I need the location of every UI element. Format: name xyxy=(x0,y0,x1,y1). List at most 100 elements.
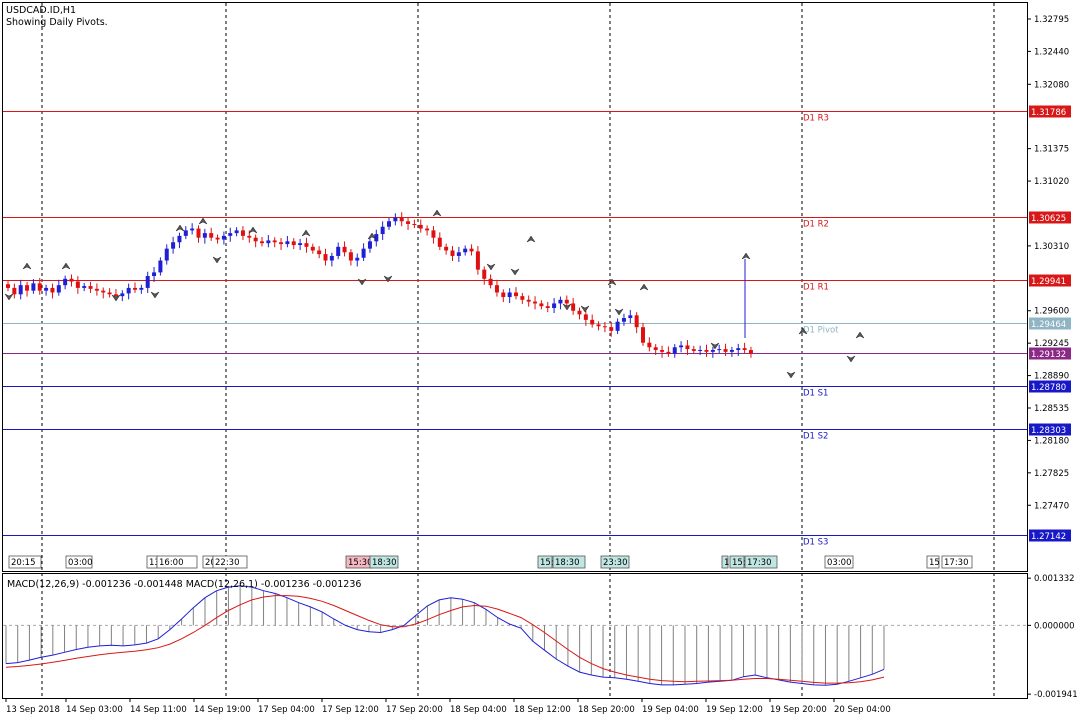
fractal-up-icon xyxy=(61,262,71,270)
candle-body xyxy=(412,223,417,225)
candle-body xyxy=(520,296,525,300)
time-tag xyxy=(824,555,854,569)
candle-body xyxy=(501,292,506,298)
pivot-subtitle: Showing Daily Pivots. xyxy=(6,17,108,28)
candle-body xyxy=(323,254,328,261)
candle-body xyxy=(552,303,557,309)
candle-body xyxy=(717,349,722,351)
macd-tick-label: 0.000000 xyxy=(1034,621,1075,631)
symbol-title: USDCAD.ID,H1 xyxy=(6,5,76,16)
price-tick-label: 1.31020 xyxy=(1034,177,1069,187)
candle-body xyxy=(75,281,80,288)
candle-body xyxy=(234,230,239,234)
price-panel-frame xyxy=(2,2,1028,572)
time-tag-label: 20:15 xyxy=(11,558,36,568)
time-tick-label: 13 Sep 2018 xyxy=(6,705,60,715)
candle-body xyxy=(367,241,372,249)
level-tag xyxy=(1029,423,1071,436)
candle-body xyxy=(56,285,61,293)
fractal-up-icon xyxy=(639,283,649,291)
time-tag-label: 03:00 xyxy=(68,558,93,568)
candle-body xyxy=(621,318,626,322)
fractal-up-icon xyxy=(22,262,32,270)
candle-body xyxy=(266,240,271,244)
candle-body xyxy=(279,242,284,245)
candle-body xyxy=(602,326,607,328)
price-tick-label: 1.28535 xyxy=(1034,404,1069,414)
level-label: D1 R2 xyxy=(803,220,829,230)
time-tags: 20:15 03:00 13:16:00 20:22:30 15:30 18:30 15: 1… xyxy=(8,555,973,569)
candle-body xyxy=(6,284,10,288)
time-tag-label: 1 xyxy=(724,558,729,568)
candle-body xyxy=(12,287,17,295)
time-tag xyxy=(212,555,248,569)
candle-body xyxy=(133,287,137,290)
candle-body xyxy=(691,349,696,351)
candle-body xyxy=(260,241,264,244)
candle-body xyxy=(380,226,385,235)
time-tag-label: 22:30 xyxy=(215,558,240,568)
candle-body xyxy=(641,327,645,343)
candle-body xyxy=(444,246,449,251)
candle-body xyxy=(437,237,442,247)
candle-body xyxy=(31,283,36,291)
candle-body xyxy=(463,248,468,253)
time-tick-label: 19 Sep 20:00 xyxy=(770,705,827,715)
candle-body xyxy=(158,260,163,273)
macd-tick-label: 0.001332 xyxy=(1034,574,1075,584)
level-label: D1 S3 xyxy=(803,538,828,548)
candle-body xyxy=(494,285,499,293)
candlesticks xyxy=(6,212,753,358)
candle-body xyxy=(329,255,334,261)
candle-body xyxy=(25,285,30,291)
time-tag xyxy=(941,555,973,569)
fractal-up-icon xyxy=(248,226,258,234)
candle-body xyxy=(634,315,639,328)
level-tag xyxy=(1029,529,1071,542)
fractal-up-icon xyxy=(798,327,808,335)
candle-body xyxy=(342,246,347,253)
candle-body xyxy=(202,233,207,238)
candle-body xyxy=(571,303,576,311)
candle-body xyxy=(361,248,366,258)
candle-body xyxy=(685,345,690,350)
time-tick-label: 17 Sep 20:00 xyxy=(386,705,443,715)
candle-body xyxy=(285,241,290,245)
price-tick-label: 1.31375 xyxy=(1034,145,1069,155)
fractal-up-icon xyxy=(367,232,377,240)
candle-body xyxy=(425,228,430,231)
time-tag-label: 03:00 xyxy=(827,558,852,568)
fractal-up-icon xyxy=(175,224,185,232)
time-tick-label: 18 Sep 04:00 xyxy=(450,705,507,715)
candle-body xyxy=(723,349,728,352)
time-tag xyxy=(65,555,93,569)
time-tag xyxy=(926,555,940,569)
candle-body xyxy=(399,217,404,222)
time-tag-label: 18:30 xyxy=(555,558,580,568)
candle-body xyxy=(221,235,226,240)
time-tick-label: 14 Sep 11:00 xyxy=(130,705,187,715)
level-tag-value: 1.30625 xyxy=(1031,214,1066,224)
candle-body xyxy=(729,350,734,352)
candle-body xyxy=(298,243,303,245)
time-tag xyxy=(729,555,745,569)
level-tag-value: 1.31786 xyxy=(1031,108,1066,118)
time-tag-label: 16:00 xyxy=(159,558,184,568)
candle-body xyxy=(431,230,436,238)
candle-body xyxy=(126,287,131,294)
level-tag xyxy=(1029,380,1071,393)
candle-body xyxy=(653,347,658,351)
candle-body xyxy=(291,241,296,245)
time-tag-label: 17:30 xyxy=(944,558,969,568)
candle-body xyxy=(336,246,341,256)
candle-body xyxy=(609,327,614,331)
level-label: D1 S2 xyxy=(803,432,828,442)
level-tag-value: 1.29464 xyxy=(1031,320,1066,330)
candle-body xyxy=(704,350,709,352)
fractal-down-icon xyxy=(510,268,520,276)
time-tick-label: 19 Sep 04:00 xyxy=(642,705,699,715)
candle-body xyxy=(253,237,258,242)
price-axis: 1.32795 1.32440 1.32080 1.31375 1.31020 1.303… xyxy=(1027,15,1069,511)
fractal-down-icon xyxy=(846,355,856,363)
